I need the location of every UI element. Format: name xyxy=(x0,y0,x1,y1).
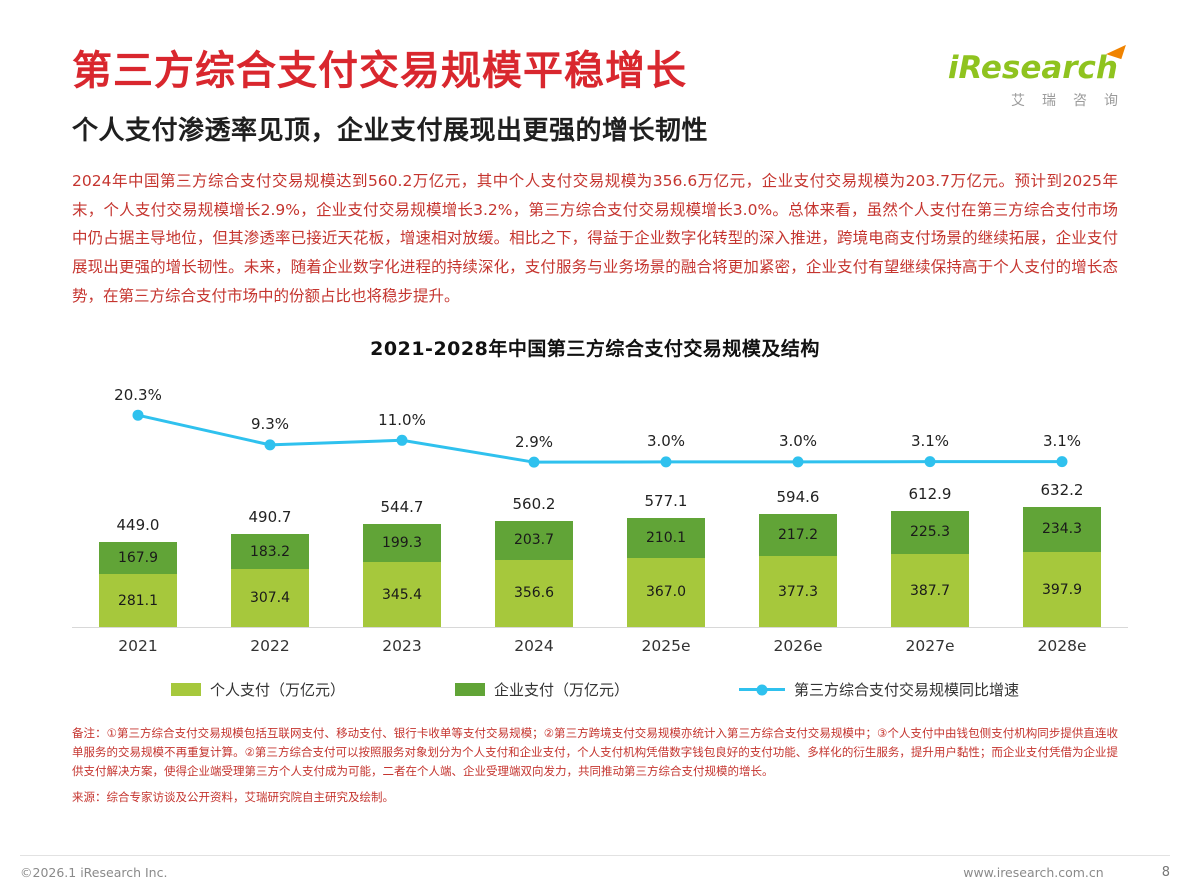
growth-point xyxy=(396,435,408,447)
growth-point xyxy=(132,410,144,422)
bar-segment-personal: 367.0 xyxy=(627,557,705,628)
growth-rate-label: 3.1% xyxy=(910,431,950,450)
bar-segment-enterprise: 234.3 xyxy=(1023,507,1101,552)
page-title: 第三方综合支付交易规模平稳增长 xyxy=(72,48,687,94)
legend-label-personal: 个人支付（万亿元） xyxy=(209,681,345,700)
bar-segment-enterprise: 225.3 xyxy=(891,510,969,554)
x-axis-label: 2023 xyxy=(382,637,422,656)
logo-wordmark: iResearch xyxy=(947,39,1126,86)
growth-rate-label: 11.0% xyxy=(378,410,426,429)
growth-rate-label: 3.0% xyxy=(646,432,686,451)
x-axis-line xyxy=(72,627,1128,629)
x-axis-label: 2024 xyxy=(514,637,554,656)
logo-chinese-name: 艾瑞咨询 xyxy=(1011,93,1135,109)
bar-total-label: 594.6 xyxy=(776,488,820,507)
bar-total-label: 612.9 xyxy=(908,484,952,503)
footer-right: www.iresearch.com.cn 8 xyxy=(963,865,1170,880)
title-block: 第三方综合支付交易规模平稳增长 个人支付渗透率见顶，企业支付展现出更强的增长韧性 xyxy=(72,34,708,167)
iresearch-logo: iResearch 艾瑞咨询 xyxy=(947,39,1126,110)
legend-label-growth: 第三方综合支付交易规模同比增速 xyxy=(794,681,1020,700)
growth-rate-label: 3.0% xyxy=(778,432,818,451)
legend-item-growth: 第三方综合支付交易规模同比增速 xyxy=(739,679,1019,700)
bar-total-label: 560.2 xyxy=(512,494,556,513)
bar-segment-personal: 345.4 xyxy=(363,561,441,628)
footer-copyright: ©2026.1 iResearch Inc. xyxy=(20,865,168,880)
bar-segment-personal: 356.6 xyxy=(495,559,573,628)
bar-segment-enterprise: 183.2 xyxy=(231,534,309,569)
footnotes: 备注：①第三方综合支付交易规模包括互联网支付、移动支付、银行卡收单等支付交易规模… xyxy=(72,726,1118,779)
x-axis-label: 2022 xyxy=(250,637,290,656)
body-paragraph: 2024年中国第三方综合支付交易规模达到560.2万亿元，其中个人支付交易规模为… xyxy=(72,172,1118,305)
footer-url: www.iresearch.com.cn xyxy=(963,865,1104,880)
x-axis-label: 2026e xyxy=(773,637,823,656)
bar-segment-personal: 307.4 xyxy=(231,568,309,628)
legend-item-enterprise: 企业支付（万亿元） xyxy=(454,679,629,700)
x-axis-label: 2025e xyxy=(641,637,691,656)
bar-total-label: 544.7 xyxy=(380,497,424,516)
chart-plot: 281.1 167.9 449.0 2021 20.3% 307.4 183.2 490.7 2… xyxy=(72,365,1128,667)
bar-segment-enterprise: 210.1 xyxy=(627,517,705,558)
growth-rate-label: 9.3% xyxy=(250,415,290,434)
growth-point xyxy=(528,457,540,469)
legend-growth-dot-icon xyxy=(756,684,768,696)
legend-item-personal: 个人支付（万亿元） xyxy=(170,679,345,700)
page-subtitle: 个人支付渗透率见顶，企业支付展现出更强的增长韧性 xyxy=(72,116,709,146)
bar-total-label: 449.0 xyxy=(116,516,160,535)
bar-segment-personal: 281.1 xyxy=(99,573,177,628)
bar-segment-enterprise: 203.7 xyxy=(495,520,573,560)
legend-swatch-personal xyxy=(170,683,201,697)
x-axis-label: 2021 xyxy=(118,637,158,656)
bar-segment-enterprise: 217.2 xyxy=(759,514,837,556)
legend-label-enterprise: 企业支付（万亿元） xyxy=(493,681,629,700)
bar-segment-personal: 387.7 xyxy=(891,553,969,628)
logo-brand-text: iResearch xyxy=(947,50,1118,86)
bar-total-label: 490.7 xyxy=(248,508,292,527)
growth-point xyxy=(660,456,672,468)
chart-legend: 个人支付（万亿元） 企业支付（万亿元） 第三方综合支付交易规模同比增速 xyxy=(72,679,1118,700)
growth-rate-label: 3.1% xyxy=(1042,431,1082,450)
page-footer: ©2026.1 iResearch Inc. www.iresearch.com… xyxy=(20,855,1170,880)
bar-total-label: 577.1 xyxy=(644,491,688,510)
growth-point xyxy=(924,456,936,468)
bar-segment-personal: 377.3 xyxy=(759,555,837,628)
growth-point xyxy=(264,439,276,451)
header: 第三方综合支付交易规模平稳增长 个人支付渗透率见顶，企业支付展现出更强的增长韧性… xyxy=(72,34,1126,167)
legend-swatch-enterprise xyxy=(454,683,485,697)
growth-point xyxy=(1056,456,1068,468)
chart-title: 2021-2028年中国第三方综合支付交易规模及结构 xyxy=(370,338,820,361)
bar-segment-enterprise: 199.3 xyxy=(363,523,441,562)
growth-rate-label: 20.3% xyxy=(114,385,162,404)
bar-total-label: 632.2 xyxy=(1040,481,1084,500)
bar-segment-enterprise: 167.9 xyxy=(99,542,177,574)
legend-growth-line-icon xyxy=(739,684,785,696)
page-number: 8 xyxy=(1161,865,1170,880)
x-axis-label: 2027e xyxy=(905,637,955,656)
x-axis-label: 2028e xyxy=(1037,637,1087,656)
source-line: 来源：综合专家访谈及公开资料，艾瑞研究院自主研究及绘制。 xyxy=(72,790,394,805)
bar-segment-personal: 397.9 xyxy=(1023,551,1101,628)
growth-point xyxy=(792,456,804,468)
growth-rate-label: 2.9% xyxy=(514,432,554,451)
